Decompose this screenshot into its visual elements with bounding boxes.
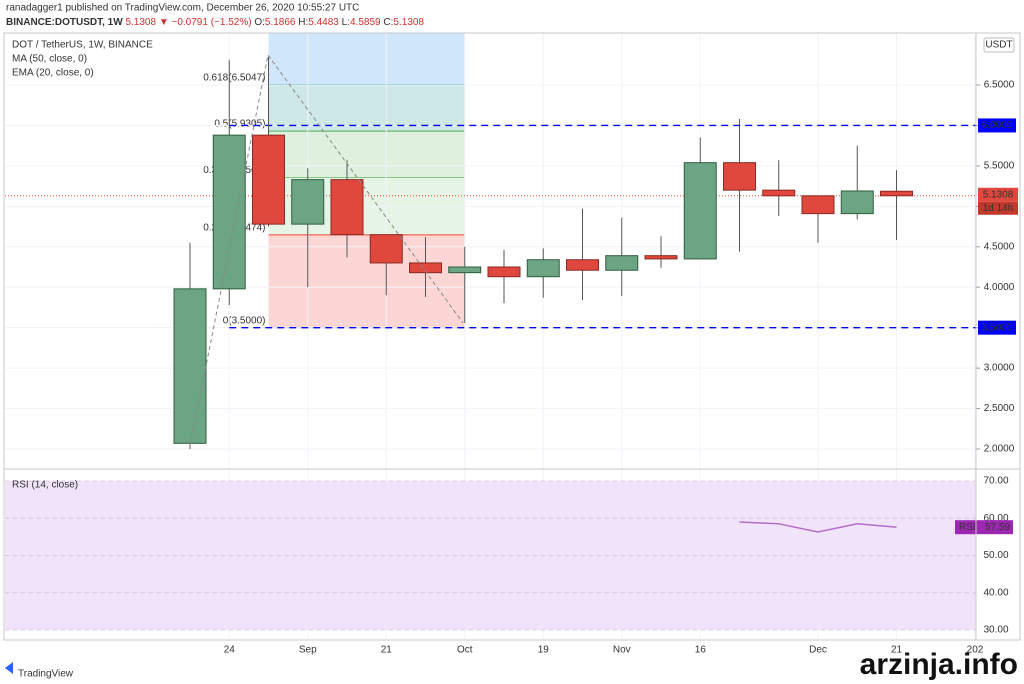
level-label: 6.0000	[982, 120, 1013, 131]
x-tick-label: Oct	[457, 645, 473, 656]
ohlc-label: L:	[342, 17, 350, 28]
candle-body	[566, 259, 599, 271]
ohlc-value: 5.4483	[308, 17, 339, 28]
candle-body	[252, 134, 285, 225]
last: 5.1308	[125, 17, 156, 28]
countdown-tag	[978, 201, 1018, 215]
rsi-tag-value: 57.59	[985, 522, 1010, 533]
x-tick-label: 202	[967, 645, 984, 656]
candle-body	[212, 134, 246, 290]
candle-body	[409, 262, 442, 274]
candle-body	[173, 288, 207, 444]
x-tick-label: Dec	[809, 645, 827, 656]
price-tag-label: 5.1308	[983, 189, 1014, 200]
candle-body	[683, 162, 717, 260]
indicator-label: MA (50, close, 0)	[12, 54, 87, 65]
ohlc-label: C:	[383, 17, 393, 28]
quote-line: BINANCE:DOTUSDT, 1W 5.1308 ▼ −0.0791 (−1…	[6, 17, 424, 28]
rsi-tick-label: 70.00	[983, 476, 1008, 487]
chart-title: DOT / TetherUS, 1W, BINANCE	[12, 40, 153, 51]
candle-body	[369, 234, 403, 264]
rsi-tick-label: 30.00	[983, 625, 1008, 636]
rsi-tick-label: 50.00	[983, 550, 1008, 561]
y-tick-label: 5.5000	[984, 161, 1015, 172]
candle-body	[801, 195, 835, 215]
y-tick-label: 6.5000	[984, 80, 1015, 91]
logo-icon	[5, 662, 13, 674]
level-label: 3.5000	[982, 322, 1013, 333]
y-tick-label: 2.0000	[984, 444, 1015, 455]
fib-band	[268, 131, 465, 178]
ohlc-label: H:	[298, 17, 308, 28]
candle-body	[762, 189, 796, 197]
x-tick-label: 19	[538, 645, 550, 656]
x-tick-label: Sep	[299, 645, 317, 656]
candle-body	[291, 179, 325, 225]
candle-body	[526, 259, 560, 278]
candle-body	[448, 266, 482, 274]
x-tick-label: Nov	[613, 645, 631, 656]
candle-body	[330, 179, 364, 236]
unit-box	[983, 37, 1015, 53]
x-tick-label: 21	[891, 645, 903, 656]
rsi-tick-label: 40.00	[983, 587, 1008, 598]
candle-body	[723, 162, 756, 191]
rsi-line	[739, 521, 897, 533]
rsi-title: RSI (14, close)	[12, 480, 78, 491]
y-tick-label: 4.0000	[984, 282, 1015, 293]
rsi-tag	[955, 520, 1013, 535]
ohlc-value: 4.5859	[350, 17, 381, 28]
change: ▼ −0.0791 (−1.52%)	[159, 17, 252, 28]
axis-unit: USDT	[985, 40, 1012, 51]
rsi-tag-name: RSI	[959, 522, 976, 533]
countdown: 1d 14h	[983, 203, 1014, 214]
chart-layer: 0.618(6.5047)0.5(5.9305)0.382(5.3569)0.2…	[5, 33, 1018, 656]
symbol: BINANCE:DOTUSDT, 1W	[6, 17, 123, 28]
fib-label: 0.618(6.5047)	[203, 72, 265, 83]
x-tick-label: 21	[381, 645, 393, 656]
candle-body	[644, 255, 678, 260]
level-tag	[978, 118, 1016, 133]
price-tag	[978, 187, 1018, 202]
ohlc-label: O:	[254, 17, 265, 28]
candle-body	[605, 255, 639, 271]
fib-band	[268, 84, 465, 132]
publisher-line: ranadagger1 published on TradingView.com…	[6, 3, 359, 14]
y-tick-label: 3.0000	[984, 363, 1015, 374]
watermark: arzinja.info	[860, 648, 1018, 681]
fib-band	[268, 33, 465, 85]
y-tick-label: 4.5000	[984, 241, 1015, 252]
x-tick-label: 16	[695, 645, 707, 656]
candle-body	[487, 266, 521, 278]
tradingview-logo: TradingView	[5, 662, 74, 680]
rsi-tick-label: 60.00	[983, 513, 1008, 524]
y-tick-label: 2.5000	[984, 403, 1015, 414]
fib-label: 0(3.5000)	[223, 315, 266, 326]
chart-frame	[3, 32, 1021, 641]
x-tick-label: 24	[224, 645, 236, 656]
brand: TradingView	[18, 669, 74, 680]
candle-body	[880, 190, 913, 197]
candle-body	[840, 190, 874, 215]
fib-label: 0.5(5.9305)	[214, 119, 265, 130]
level-tag	[978, 320, 1016, 335]
fib-trend-line	[189, 53, 464, 447]
ohlc-value: 5.1308	[393, 17, 424, 28]
fib-band	[268, 234, 465, 328]
ohlc-value: 5.1866	[265, 17, 296, 28]
indicator-label: EMA (20, close, 0)	[12, 68, 94, 79]
